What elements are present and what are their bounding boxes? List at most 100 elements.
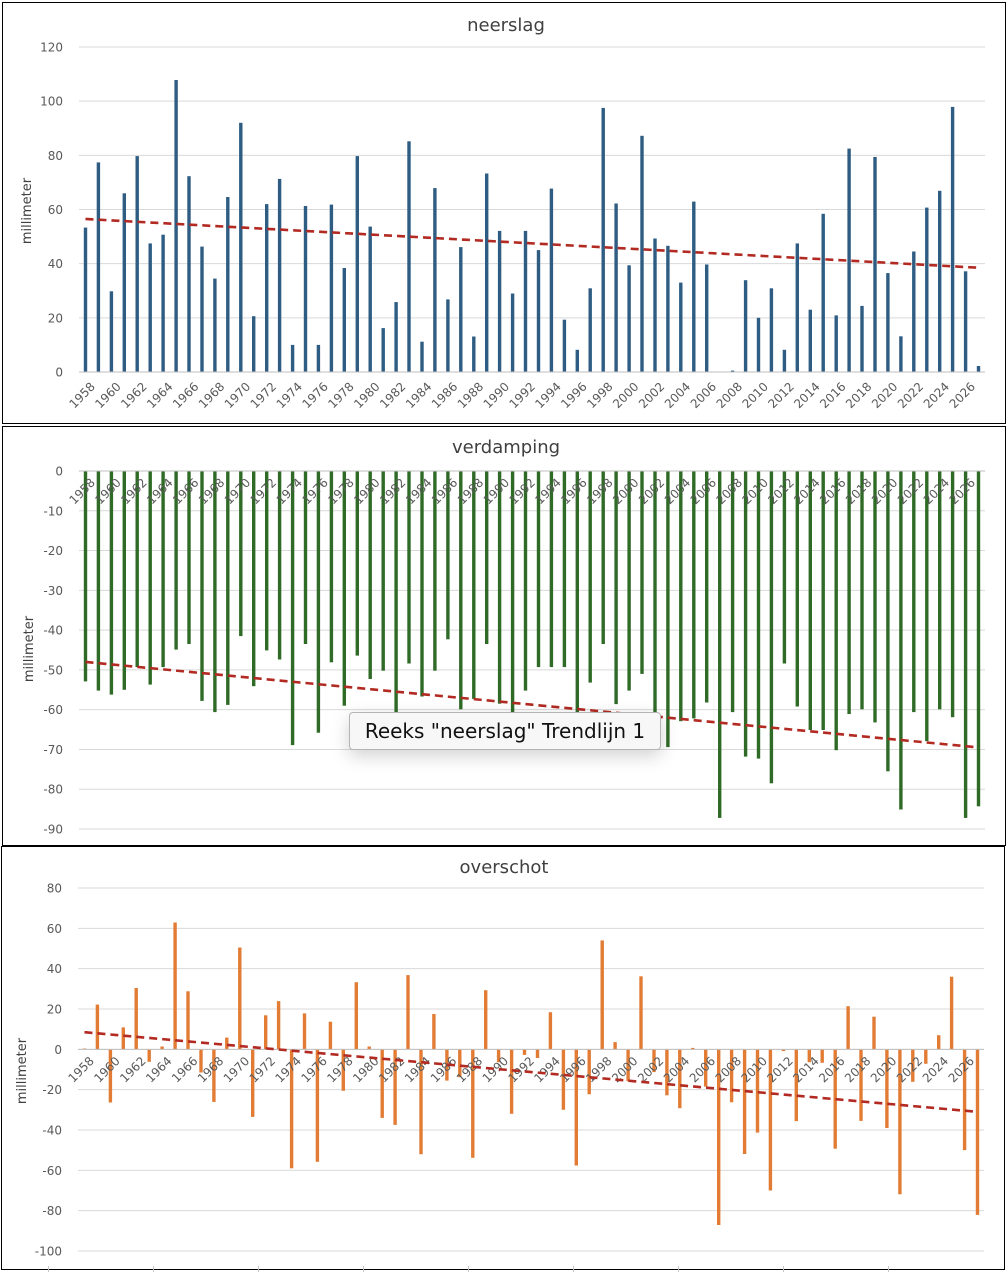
bar [912, 251, 916, 372]
bar [161, 471, 165, 668]
bar [834, 471, 838, 751]
bar [187, 176, 191, 372]
bar [536, 471, 541, 668]
x-tick-label: 2014 [791, 380, 822, 411]
bar [213, 471, 217, 713]
bar [264, 1015, 268, 1050]
bar [238, 947, 242, 1050]
x-tick-label: 1984 [403, 380, 434, 411]
y-tick-label: -60 [43, 703, 63, 717]
bar [433, 188, 437, 372]
bar [342, 268, 346, 372]
bar [252, 471, 256, 687]
bar [600, 940, 604, 1050]
x-tick-label: 2018 [843, 380, 874, 411]
chart-panel-neerslag: neerslag 0 20 40 60 80 100 120 millimeter 1958 196… [2, 2, 1006, 424]
bar [665, 1049, 669, 1096]
bar [588, 288, 592, 372]
bar [509, 1049, 514, 1114]
bar [96, 162, 101, 372]
bar [381, 328, 385, 372]
bar [406, 975, 410, 1050]
bar [639, 976, 643, 1050]
bar [497, 230, 502, 372]
bar [328, 1021, 333, 1050]
bar [226, 197, 230, 372]
bar [419, 1049, 423, 1155]
bar [472, 471, 476, 699]
bar [393, 1049, 397, 1125]
chart-title: neerslag [467, 15, 545, 36]
bar [691, 1047, 695, 1050]
bar [277, 471, 282, 660]
chart-title: verdamping [452, 437, 560, 458]
x-tick-label: 1978 [325, 380, 356, 411]
bar [847, 148, 851, 372]
bar [265, 204, 269, 372]
bar [226, 471, 230, 705]
x-tick-label: 2004 [662, 380, 693, 411]
x-tick-label: 2026 [947, 380, 978, 411]
x-tick-label: 2000 [610, 380, 641, 411]
bar [315, 1049, 320, 1162]
x-tick-label: 1986 [429, 380, 460, 411]
bar [963, 271, 968, 373]
bar [704, 1049, 708, 1087]
bar [523, 471, 528, 691]
x-tick-label: 1958 [66, 476, 97, 507]
x-tick-label: 1958 [65, 1054, 96, 1085]
frame-tick [888, 1266, 889, 1272]
bar [342, 471, 346, 706]
bar [795, 243, 799, 372]
bar [820, 1049, 824, 1063]
bar [678, 1049, 682, 1109]
x-tick-label: 1964 [144, 380, 175, 411]
bar [549, 471, 554, 668]
bar [109, 291, 114, 372]
bar [925, 207, 929, 372]
bar [394, 471, 398, 715]
x-tick-label: 2010 [739, 380, 770, 411]
y-tick-label: 40 [48, 257, 63, 271]
bar [122, 471, 126, 690]
bar [562, 471, 567, 668]
bar [510, 471, 515, 713]
bar [174, 471, 178, 650]
chart-panel-verdamping: verdamping 0 -10 -20 -30 -40 -50 -60 -70 -80 -90 mi… [2, 426, 1006, 846]
x-tick-label: 1968 [196, 380, 227, 411]
bar [653, 238, 657, 372]
bar [472, 336, 476, 372]
bar [755, 1049, 760, 1133]
bar [730, 471, 735, 713]
bar [873, 157, 877, 372]
bar [174, 80, 178, 372]
frame-tick [363, 1266, 364, 1272]
bar [782, 471, 787, 664]
bar [561, 1049, 566, 1110]
bar [925, 471, 929, 742]
bar [160, 1046, 164, 1050]
y-tick-label: -40 [42, 1124, 62, 1138]
bar [795, 471, 799, 707]
bar [962, 1049, 967, 1151]
bar [290, 471, 295, 746]
bar [368, 471, 372, 679]
bar [367, 1046, 371, 1050]
bar [109, 471, 114, 695]
bar [949, 976, 954, 1050]
chart-neerslag[interactable]: neerslag020406080100120millimeter1958196… [3, 3, 1007, 425]
bar [148, 471, 152, 685]
chart-overschot[interactable]: overschot 80 60 40 20 0 -20 -40 -60 -80 -100 millim… [2, 847, 1006, 1271]
y-axis-label: millimeter [22, 615, 37, 682]
bar [562, 319, 567, 372]
bar [496, 1049, 501, 1063]
bar [83, 471, 88, 682]
bar [420, 471, 424, 697]
y-tick-label: 80 [47, 882, 62, 896]
bar [821, 471, 825, 730]
y-tick-label: 0 [54, 1043, 62, 1057]
x-tick-label: 1992 [507, 380, 538, 411]
bar [886, 471, 890, 772]
bar [938, 190, 942, 372]
chart-verdamping[interactable]: verdamping 0 -10 -20 -30 -40 -50 -60 -70 -80 -90 mi… [3, 427, 1007, 847]
